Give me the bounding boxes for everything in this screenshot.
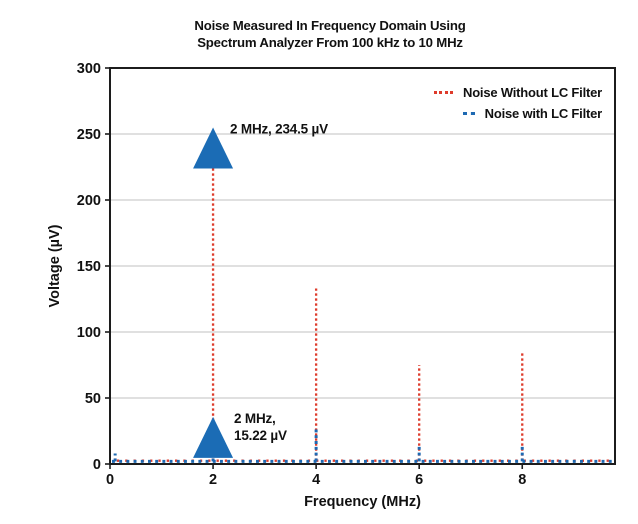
legend-label-with-filter: Noise with LC Filter xyxy=(484,106,603,121)
annotation-triangle-up-icon xyxy=(193,127,234,169)
x-tick-label: 2 xyxy=(209,472,217,488)
x-tick-label: 0 xyxy=(106,472,114,488)
plot-frame xyxy=(109,67,616,465)
y-tick-label: 50 xyxy=(85,391,101,407)
annotation-text: 2 MHz, 15.22 µV xyxy=(234,411,287,443)
y-tick-label: 200 xyxy=(77,193,101,209)
annotation-triangle-up-icon xyxy=(193,416,234,458)
chart-title-line-1: Noise Measured In Frequency Domain Using xyxy=(194,18,466,33)
legend-label-without-filter: Noise Without LC Filter xyxy=(463,85,602,100)
x-axis-label: Frequency (MHz) xyxy=(304,494,421,510)
red-dotted-line-marker-icon xyxy=(434,91,453,94)
x-tick-label: 8 xyxy=(518,472,526,488)
y-tick-label: 0 xyxy=(93,457,101,473)
y-tick-label: 300 xyxy=(77,61,101,77)
legend-item-noise-with-lc-filter: Noise with LC Filter xyxy=(462,104,603,123)
blue-dotted-line-marker-icon xyxy=(462,112,475,115)
y-tick-label: 250 xyxy=(77,127,101,143)
annotation-text: 2 MHz, 234.5 µV xyxy=(230,121,328,136)
y-tick-label: 150 xyxy=(77,259,101,275)
y-tick-label: 100 xyxy=(77,325,101,341)
x-tick-label: 6 xyxy=(415,472,423,488)
x-tick-label: 4 xyxy=(312,472,320,488)
chart-title-line-2: Spectrum Analyzer From 100 kHz to 10 MHz xyxy=(197,35,463,50)
legend-item-noise-without-lc-filter: Noise Without LC Filter xyxy=(434,83,602,102)
chart-title: Noise Measured In Frequency Domain Using… xyxy=(30,17,630,51)
legend: Noise Without LC Filter Noise with LC Fi… xyxy=(434,83,602,123)
